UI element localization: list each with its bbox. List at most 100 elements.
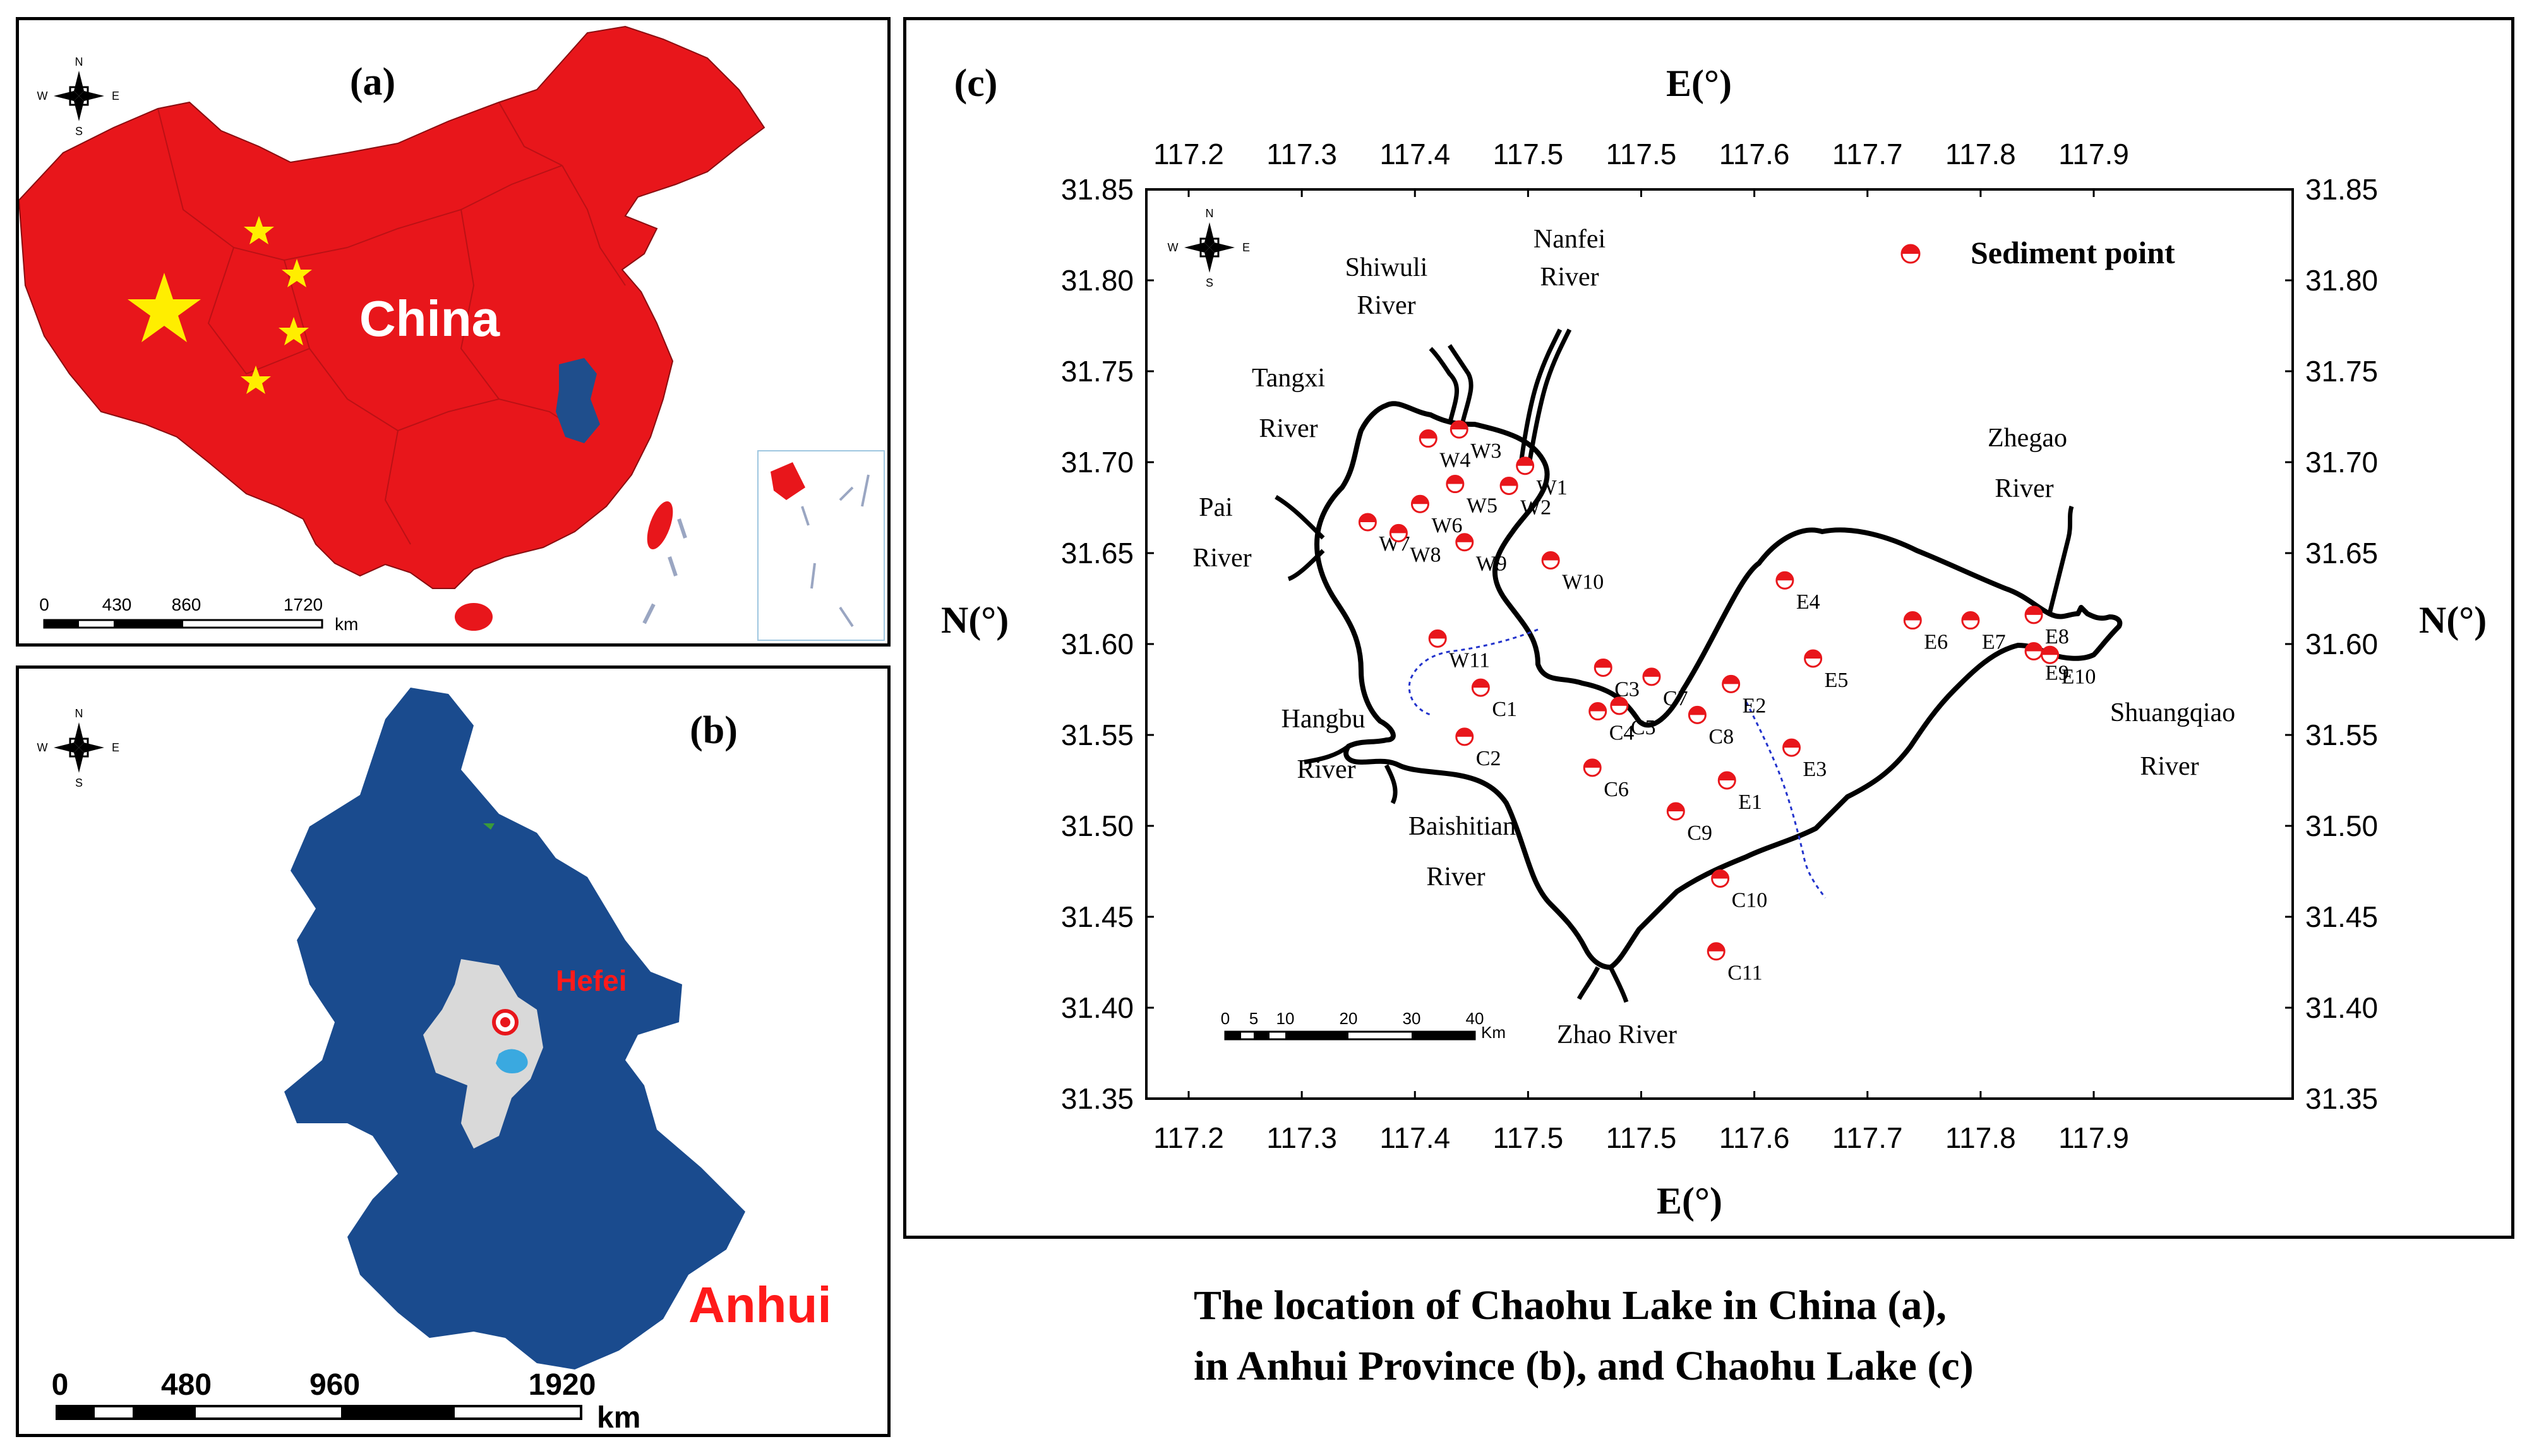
label-nanfei-river: River bbox=[1540, 263, 1599, 292]
label-shiwuli: Shiwuli bbox=[1345, 253, 1428, 282]
label-hangbu: Hangbu bbox=[1282, 705, 1366, 734]
scale-tick-1: 430 bbox=[102, 595, 132, 614]
scale-tick-0: 0 bbox=[39, 595, 49, 614]
compass-e: E bbox=[112, 741, 119, 754]
point-label: W4 bbox=[1439, 449, 1470, 472]
y-tick-label-right: 31.60 bbox=[2305, 628, 2378, 660]
caption-line-1: The location of Chaohu Lake in China (a)… bbox=[1194, 1282, 1947, 1328]
sediment-point-e9: E9 bbox=[2024, 642, 2069, 685]
panel-a-china-map: N S E W (a) China 0 430 860 1720 km bbox=[16, 17, 891, 647]
y-tick-label-left: 31.65 bbox=[1061, 537, 1134, 570]
scale-bar: 0 5 10 20 30 40 Km bbox=[1221, 1009, 1506, 1042]
label-baishitian-river: River bbox=[1426, 862, 1485, 892]
x-tick-label-bottom: 117.5 bbox=[1493, 1121, 1564, 1154]
y-tick-label-right: 31.70 bbox=[2305, 446, 2378, 479]
label-pai: Pai bbox=[1199, 493, 1233, 522]
large-star-icon bbox=[128, 273, 201, 342]
scale-tick-5: 40 bbox=[1466, 1009, 1484, 1028]
point-label: E6 bbox=[1924, 631, 1948, 654]
sediment-point-c3: C3 bbox=[1594, 658, 1640, 701]
point-label: C10 bbox=[1732, 889, 1768, 912]
compass-s: S bbox=[75, 777, 83, 789]
small-star-icon bbox=[241, 366, 271, 394]
label-zhegao-river: River bbox=[1995, 474, 2053, 503]
point-label: C2 bbox=[1476, 747, 1501, 770]
scale-tick-0: 0 bbox=[1221, 1009, 1230, 1028]
compass-rose-icon: N S E W bbox=[37, 707, 120, 789]
label-tangxi: Tangxi bbox=[1252, 364, 1325, 393]
sediment-point-c9: C9 bbox=[1666, 802, 1712, 845]
axis-left-title: N(°) bbox=[941, 599, 1009, 641]
y-tick-label-left: 31.55 bbox=[1061, 719, 1134, 751]
y-tick-label-left: 31.75 bbox=[1061, 355, 1134, 388]
sediment-point-e7: E7 bbox=[1961, 611, 2006, 654]
scale-unit: Km bbox=[1481, 1023, 1506, 1042]
x-tick-label-top: 117.5 bbox=[1606, 138, 1677, 170]
point-label: W2 bbox=[1520, 496, 1551, 519]
sediment-point-e10: E10 bbox=[2041, 645, 2096, 688]
point-label: C8 bbox=[1708, 725, 1734, 748]
sediment-point-w6: W6 bbox=[1410, 494, 1463, 537]
compass-w: W bbox=[37, 741, 48, 754]
sediment-point-c8: C8 bbox=[1688, 705, 1734, 748]
y-tick-label-left: 31.50 bbox=[1061, 809, 1134, 842]
label-hangbu-river: River bbox=[1297, 755, 1355, 784]
x-tick-label-bottom: 117.2 bbox=[1153, 1121, 1224, 1154]
sediment-point-e4: E4 bbox=[1775, 571, 1820, 614]
x-tick-label-bottom: 117.7 bbox=[1832, 1121, 1903, 1154]
y-tick-label-left: 31.60 bbox=[1061, 628, 1134, 660]
sediment-point-w10: W10 bbox=[1541, 551, 1604, 594]
sediment-point-e6: E6 bbox=[1903, 611, 1948, 654]
x-tick-label-top: 117.6 bbox=[1719, 138, 1790, 170]
sediment-point-c10: C10 bbox=[1711, 869, 1768, 912]
point-label: C1 bbox=[1492, 698, 1517, 721]
y-tick-label-right: 31.80 bbox=[2305, 264, 2378, 297]
point-label: C11 bbox=[1727, 962, 1762, 985]
river-labels: Shiwuli River Nanfei River Tangxi River … bbox=[1192, 225, 2235, 1049]
point-label: E8 bbox=[2045, 625, 2069, 648]
x-tick-label-bottom: 117.4 bbox=[1379, 1121, 1450, 1154]
y-tick-label-right: 31.40 bbox=[2305, 991, 2378, 1024]
scale-tick-4: 30 bbox=[1403, 1009, 1421, 1028]
sediment-point-c4: C4 bbox=[1588, 702, 1634, 745]
x-tick-label-top: 117.3 bbox=[1266, 138, 1337, 170]
scale-tick-3: 1920 bbox=[529, 1368, 596, 1402]
label-zhao-river: Zhao River bbox=[1557, 1020, 1677, 1049]
panel-c-label: (c) bbox=[954, 62, 998, 105]
anhui-province-highlight bbox=[556, 358, 600, 443]
compass-rose-icon: N S E W bbox=[1168, 207, 1251, 289]
sediment-point-e3: E3 bbox=[1782, 738, 1827, 781]
scale-unit: km bbox=[335, 614, 358, 634]
x-tick-label-bottom: 117.6 bbox=[1719, 1121, 1790, 1154]
panel-c-chaohu-lake-map: (c) E(°) E(°) N(°) N(°) 117.2 117.2 117.3 1… bbox=[903, 17, 2514, 1239]
sediment-point-w5: W5 bbox=[1446, 475, 1498, 518]
point-label: E1 bbox=[1738, 791, 1762, 814]
point-label: C9 bbox=[1687, 821, 1712, 845]
small-star-icon bbox=[282, 259, 312, 287]
compass-s: S bbox=[75, 125, 83, 138]
label-shuangqiao-river: River bbox=[2140, 752, 2199, 781]
scale-unit: km bbox=[597, 1401, 640, 1434]
point-label: E5 bbox=[1825, 669, 1849, 692]
china-label: China bbox=[359, 290, 500, 347]
scale-tick-2: 860 bbox=[172, 595, 201, 614]
y-tick-label-left: 31.80 bbox=[1061, 264, 1134, 297]
hefei-label: Hefei bbox=[556, 964, 627, 997]
point-label: C5 bbox=[1631, 716, 1656, 739]
compass-w: W bbox=[1168, 241, 1179, 254]
sediment-point-w11: W11 bbox=[1428, 629, 1490, 672]
sediment-point-c1: C1 bbox=[1471, 678, 1517, 721]
hefei-city-shape bbox=[423, 959, 543, 1149]
point-label: W8 bbox=[1410, 543, 1441, 566]
axis-right-title: N(°) bbox=[2419, 599, 2487, 641]
y-tick-label-right: 31.35 bbox=[2305, 1082, 2378, 1115]
sediment-point-c5: C5 bbox=[1610, 696, 1656, 739]
x-tick-label-bottom: 117.3 bbox=[1266, 1121, 1337, 1154]
panel-b-label: (b) bbox=[690, 709, 738, 752]
compass-n: N bbox=[75, 56, 83, 68]
x-tick-label-bottom: 117.9 bbox=[2058, 1121, 2129, 1154]
label-pai-river: River bbox=[1192, 544, 1251, 573]
point-label: E4 bbox=[1796, 590, 1820, 614]
scale-tick-2: 960 bbox=[309, 1368, 360, 1402]
